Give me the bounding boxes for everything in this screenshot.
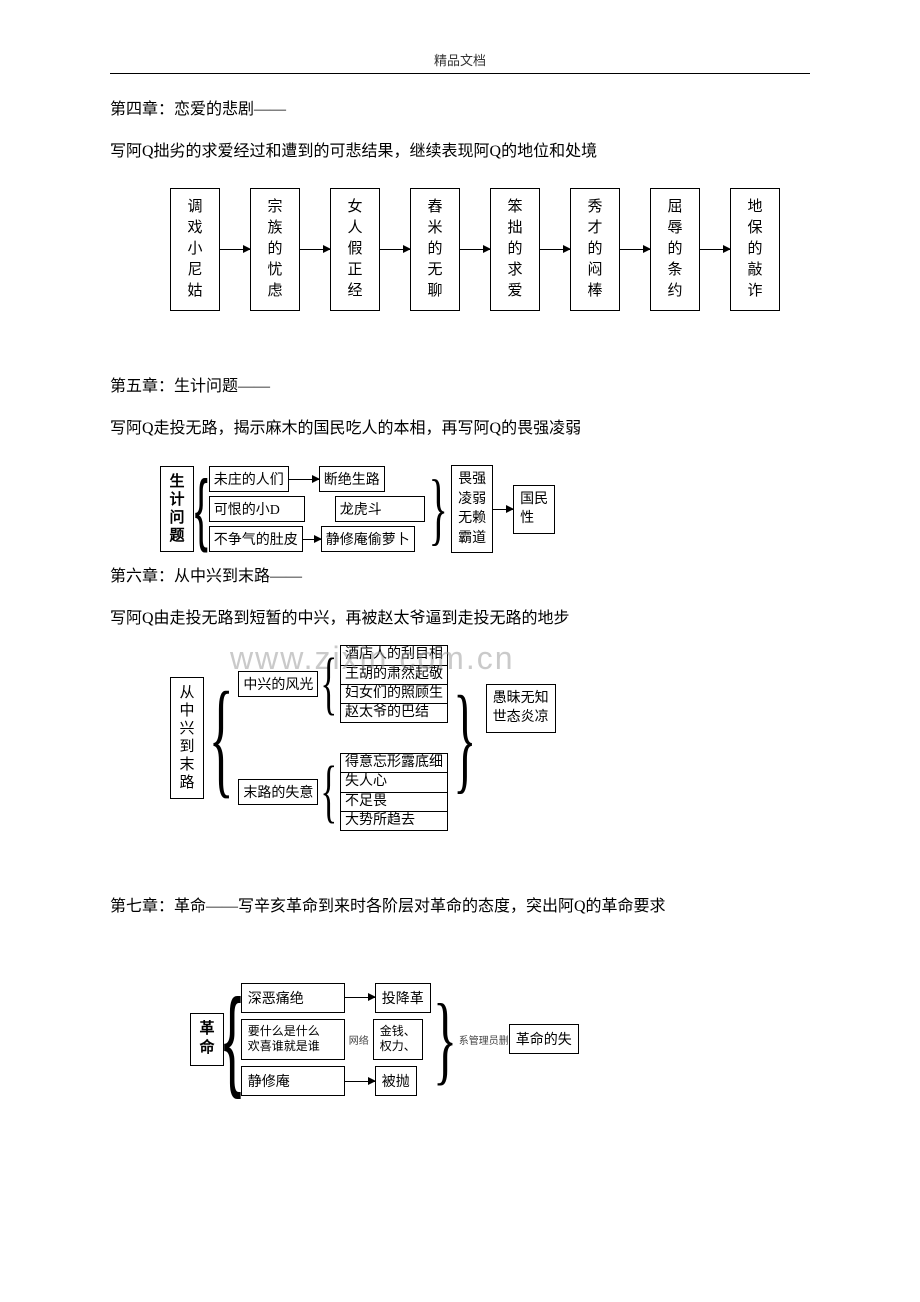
arrow-icon (460, 249, 490, 250)
arrow-icon (540, 249, 570, 250)
ch6-result: 愚昧无知 世态炎凉 (486, 684, 556, 733)
ch6-title: 第六章：从中兴到末路—— (110, 561, 810, 593)
arrow-icon (303, 539, 321, 540)
ch4-box-1: 宗族的忧虑 (250, 188, 300, 311)
ch5-result1: 畏强 凌弱 无赖 霸道 (451, 465, 493, 553)
ch4-box-2: 女人假正经 (330, 188, 380, 311)
arrow-icon (620, 249, 650, 250)
ch7-r2a: 要什么是什么 欢喜谁就是谁 (241, 1019, 345, 1060)
ch6-l1-1: 王胡的肃然起敬 (341, 666, 447, 685)
brace-close-icon: } (428, 477, 447, 541)
ch6-l2-2: 不足畏 (341, 793, 447, 812)
ch6-l2-1: 失人心 (341, 773, 447, 792)
ch5-left-2: 不争气的肚皮 (209, 526, 303, 552)
ch7-title: 第七章：革命——写辛亥革命到来时各阶层对革命的态度，突出阿Q的革命要求 (110, 891, 810, 923)
ch5-left-0: 未庄的人们 (209, 466, 289, 492)
brace-icon: { (209, 686, 234, 790)
ch7-r1b: 投降革 (375, 983, 431, 1013)
ch7-r1a: 深恶痛绝 (241, 983, 345, 1013)
ch7-r3a: 静修庵 (241, 1066, 345, 1096)
ch4-box-4: 笨拙的求爱 (490, 188, 540, 311)
ch6-desc: 写阿Q由走投无路到短暂的中兴，再被赵太爷逼到走投无路的地步 (110, 603, 810, 635)
ch4-box-0: 调戏小尼姑 (170, 188, 220, 311)
brace-close-icon: } (433, 999, 457, 1079)
ch5-right-2: 静修庵偷萝卜 (321, 526, 415, 552)
ch6-root: 从中兴到末路 (170, 677, 204, 799)
brace-icon: { (195, 477, 208, 541)
brace-icon: { (321, 656, 338, 712)
ch7-r2b: 金钱、 权力、 (373, 1019, 423, 1060)
tiny-label-1: 网络 (349, 1032, 369, 1047)
ch6-mid1: 中兴的风光 (238, 671, 318, 697)
ch7-r3b: 被抛 (375, 1066, 417, 1096)
ch6-list2: 得意忘形露底细 失人心 不足畏 大势所趋去 (340, 753, 448, 831)
brace-icon: { (223, 995, 241, 1083)
ch4-box-3: 舂米的无聊 (410, 188, 460, 311)
arrow-icon (345, 1081, 375, 1082)
ch5-desc: 写阿Q走投无路，揭示麻木的国民吃人的本相，再写阿Q的畏强凌弱 (110, 413, 810, 445)
ch4-desc: 写阿Q拙劣的求爱经过和遭到的可悲结果，继续表现阿Q的地位和处境 (110, 136, 810, 168)
ch6-l1-3: 赵太爷的巴结 (341, 704, 447, 722)
arrow-icon (220, 249, 250, 250)
ch6-l2-3: 大势所趋去 (341, 812, 447, 830)
ch6-list1: 酒店人的刮目相 王胡的肃然起敬 妇女们的照顾生 赵太爷的巴结 (340, 645, 448, 723)
ch7-diagram: 革命 { 深恶痛绝 投降革 要什么是什么 欢喜谁就是谁 网络 金钱、 权力、 静… (190, 983, 810, 1096)
ch6-mid2: 末路的失意 (238, 779, 318, 805)
ch5-right-0: 断绝生路 (319, 466, 385, 492)
arrow-icon (289, 479, 319, 480)
arrow-icon (700, 249, 730, 250)
ch4-title: 第四章：恋爱的悲剧—— (110, 94, 810, 126)
ch4-flowchart: 调戏小尼姑 宗族的忧虑 女人假正经 舂米的无聊 笨拙的求爱 秀才的闷棒 屈辱的条… (140, 188, 810, 311)
ch5-diagram: 生计问题 { 未庄的人们 断绝生路 可恨的小D 龙虎斗 不争气的肚皮 静修庵偷萝… (160, 465, 810, 553)
ch5-result2: 国民 性 (513, 485, 555, 534)
arrow-icon (345, 997, 375, 998)
ch6-diagram: 从中兴到末路 { 中兴的风光 { 酒店人的刮目相 王胡的肃然起敬 妇女们的照顾生… (170, 645, 810, 831)
ch6-l1-0: 酒店人的刮目相 (341, 646, 447, 665)
brace-icon: { (321, 764, 338, 820)
ch4-box-5: 秀才的闷棒 (570, 188, 620, 311)
ch7-root: 革命 (190, 1013, 224, 1066)
brace-close-icon: } (453, 696, 476, 780)
ch5-title: 第五章：生计问题—— (110, 371, 810, 403)
ch5-left-1: 可恨的小D (209, 496, 305, 522)
ch4-box-6: 屈辱的条约 (650, 188, 700, 311)
arrow-icon (300, 249, 330, 250)
ch6-l1-2: 妇女们的照顾生 (341, 685, 447, 704)
ch4-box-7: 地保的敲诈 (730, 188, 780, 311)
tiny-label-2: 系管理员删 (459, 1032, 509, 1047)
ch6-l2-0: 得意忘形露底细 (341, 754, 447, 773)
arrow-icon (380, 249, 410, 250)
ch5-right-1: 龙虎斗 (335, 496, 425, 522)
ch7-result: 革命的失 (509, 1024, 579, 1054)
ch5-root: 生计问题 (160, 466, 194, 552)
page-header: 精品文档 (110, 50, 810, 74)
